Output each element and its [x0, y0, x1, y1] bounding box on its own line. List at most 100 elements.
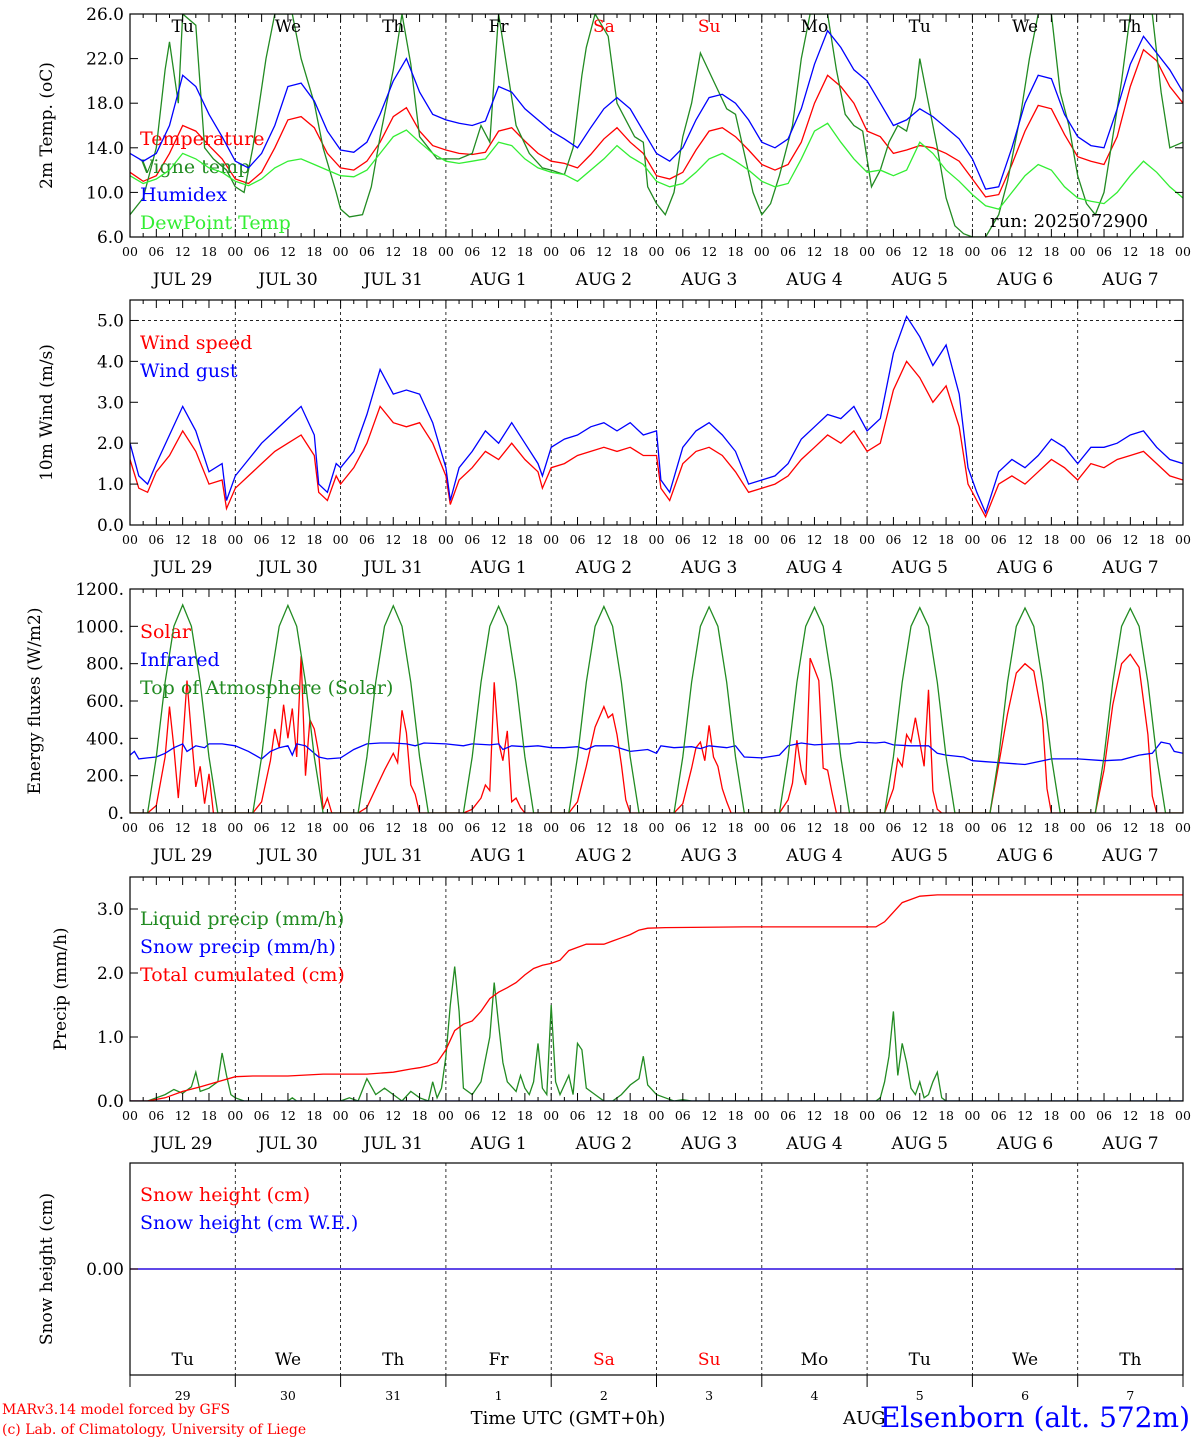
x-date-label: AUG 5: [891, 1134, 948, 1154]
weekday-label: Sa: [593, 1350, 615, 1370]
x-date-label: JUL 29: [151, 270, 212, 290]
y-tick-label: 800.: [86, 655, 124, 675]
x-hour-label: 06: [570, 532, 586, 547]
x-hour-label: 18: [201, 1108, 217, 1123]
x-hour-label: 12: [912, 820, 928, 835]
x-hour-label: 00: [754, 1108, 770, 1123]
weekday-label: Th: [382, 17, 404, 37]
x-date-label: JUL 29: [151, 558, 212, 578]
weekday-label: We: [1012, 1350, 1038, 1370]
weekday-label: Su: [698, 1350, 721, 1370]
legend-entry: Total cumulated (cm): [140, 964, 345, 986]
plot-frame: [129, 588, 1184, 814]
x-hour-label: 12: [806, 244, 822, 259]
x-hour-label: 00: [964, 1108, 980, 1123]
y-tick-label: 22.0: [86, 50, 124, 70]
x-hour-label: 06: [1096, 820, 1112, 835]
x-date-label: AUG 2: [575, 1134, 632, 1154]
y-axis-label: Precip (mm/h): [51, 927, 71, 1050]
x-hour-label: 12: [175, 244, 191, 259]
day-number-label: 5: [916, 1388, 924, 1403]
series-line-dewpoint-temp: [130, 122, 1183, 210]
x-date-label: AUG 7: [1101, 1134, 1158, 1154]
x-hour-label: 12: [280, 1108, 296, 1123]
day-number-label: 4: [810, 1388, 818, 1403]
x-hour-label: 06: [780, 244, 796, 259]
x-hour-label: 00: [543, 244, 559, 259]
y-tick-label: 200.: [86, 767, 124, 787]
x-hour-label: 06: [675, 820, 691, 835]
x-hour-label: 00: [333, 1108, 349, 1123]
weekday-label: Th: [382, 1350, 404, 1370]
day-number-label: 2: [600, 1388, 608, 1403]
x-hour-label: 12: [701, 1108, 717, 1123]
x-axis-title: Time UTC (GMT+0h): [471, 1408, 666, 1429]
x-hour-label: 06: [885, 244, 901, 259]
x-hour-label: 12: [1017, 1108, 1033, 1123]
x-hour-label: 00: [1175, 244, 1191, 259]
x-hour-label: 06: [254, 532, 270, 547]
x-date-label: AUG 1: [469, 1134, 526, 1154]
x-hour-label: 12: [701, 820, 717, 835]
x-hour-label: 12: [280, 820, 296, 835]
x-hour-label: 18: [1149, 1108, 1165, 1123]
x-hour-label: 00: [438, 1108, 454, 1123]
day-number-label: 1: [495, 1388, 503, 1403]
weekday-label: Tu: [909, 1350, 931, 1370]
x-hour-label: 18: [728, 244, 744, 259]
x-hour-label: 12: [596, 1108, 612, 1123]
y-tick-label: 0.0: [97, 516, 124, 536]
x-hour-label: 18: [517, 532, 533, 547]
x-date-label: JUL 30: [256, 558, 317, 578]
x-hour-label: 18: [938, 820, 954, 835]
x-hour-label: 18: [1149, 820, 1165, 835]
x-hour-label: 12: [701, 532, 717, 547]
x-hour-label: 06: [1096, 1108, 1112, 1123]
x-hour-label: 18: [412, 1108, 428, 1123]
x-hour-label: 18: [306, 532, 322, 547]
x-hour-label: 00: [1070, 244, 1086, 259]
x-hour-label: 00: [859, 532, 875, 547]
x-hour-label: 06: [464, 244, 480, 259]
series-line-total-cumulated-cm-: [130, 894, 1183, 1101]
x-date-label: AUG 1: [469, 558, 526, 578]
y-tick-label: 5.0: [97, 311, 124, 331]
x-hour-label: 06: [675, 244, 691, 259]
x-hour-label: 00: [754, 820, 770, 835]
legend-entry: Wind gust: [140, 360, 238, 382]
x-hour-label: 06: [570, 1108, 586, 1123]
x-hour-label: 12: [385, 532, 401, 547]
x-hour-label: 18: [728, 1108, 744, 1123]
x-hour-label: 00: [1175, 820, 1191, 835]
x-date-label: AUG 2: [575, 270, 632, 290]
x-hour-label: 18: [938, 532, 954, 547]
x-hour-label: 18: [201, 532, 217, 547]
y-tick-label: 600.: [86, 692, 124, 712]
weekday-label: We: [275, 17, 301, 37]
x-hour-label: 12: [1017, 244, 1033, 259]
series-line-vigne-temp: [130, 14, 1183, 237]
x-hour-label: 18: [938, 1108, 954, 1123]
x-hour-label: 12: [385, 820, 401, 835]
x-date-label: JUL 29: [151, 1134, 212, 1154]
x-hour-label: 12: [912, 532, 928, 547]
x-hour-label: 12: [1122, 532, 1138, 547]
x-date-label: AUG 7: [1101, 846, 1158, 866]
x-hour-label: 12: [1122, 244, 1138, 259]
x-hour-label: 06: [885, 532, 901, 547]
x-hour-label: 00: [227, 1108, 243, 1123]
x-hour-label: 12: [491, 532, 507, 547]
x-hour-label: 06: [675, 1108, 691, 1123]
x-hour-label: 00: [438, 532, 454, 547]
x-hour-label: 18: [306, 1108, 322, 1123]
x-hour-label: 18: [622, 820, 638, 835]
x-hour-label: 12: [175, 820, 191, 835]
weekday-label: We: [275, 1350, 301, 1370]
x-hour-label: 12: [1122, 1108, 1138, 1123]
y-tick-label: 0.0: [97, 1092, 124, 1112]
legend-entry: Snow height (cm W.E.): [140, 1212, 358, 1234]
legend-entry: DewPoint Temp: [140, 212, 291, 234]
x-hour-label: 00: [1175, 532, 1191, 547]
day-number-label: 6: [1021, 1388, 1029, 1403]
x-date-label: AUG 5: [891, 270, 948, 290]
